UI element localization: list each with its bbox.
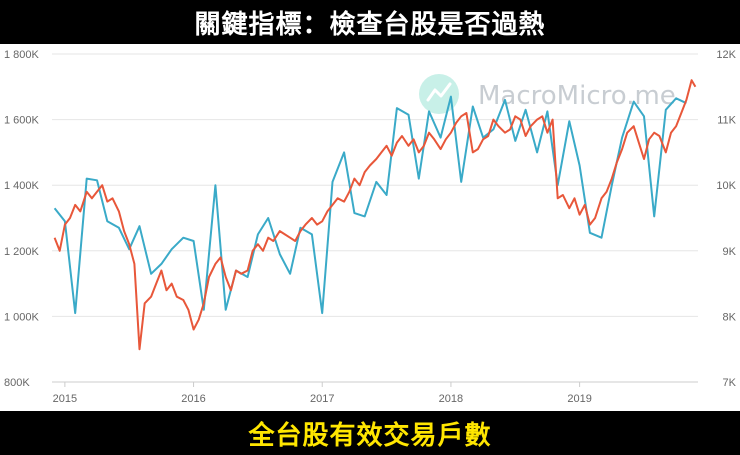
left-tick-label: 1 200K [4, 246, 40, 258]
chart-area: MacroMicro.me 800K 1 000K 1 200K 1 400K 1 60… [0, 44, 740, 411]
series-blue [53, 95, 687, 315]
x-tick-label: 2018 [439, 393, 463, 405]
x-axis-ticks: 2015 2016 2017 2018 2019 [53, 382, 592, 405]
title-bar: 關鍵指標：檢查台股是否過熱 [0, 0, 740, 44]
watermark-text: MacroMicro.me [478, 81, 676, 111]
series-line [53, 79, 697, 351]
left-axis-ticks: 800K 1 000K 1 200K 1 400K 1 600K 1 800K [4, 49, 40, 389]
dual-axis-line-chart: MacroMicro.me 800K 1 000K 1 200K 1 400K 1 60… [4, 49, 737, 405]
chart-caption: 全台股有效交易戶數 [248, 420, 492, 451]
left-tick-label: 1 600K [4, 115, 40, 127]
left-tick-label: 1 400K [4, 180, 40, 192]
right-tick-label: 8K [723, 311, 737, 323]
x-tick-label: 2016 [181, 393, 205, 405]
macromicro-watermark: MacroMicro.me [419, 74, 676, 114]
right-tick-label: 7K [723, 377, 737, 389]
right-axis-ticks: 7K 8K 9K 10K 11K 12K [716, 49, 736, 389]
left-tick-label: 1 800K [4, 49, 40, 61]
x-tick-label: 2019 [567, 393, 591, 405]
gridlines [52, 53, 698, 383]
right-tick-label: 10K [716, 180, 736, 192]
watermark-chart-glyph [426, 82, 452, 102]
series-line [53, 95, 687, 315]
series-orange [53, 79, 697, 351]
x-tick-label: 2017 [310, 393, 334, 405]
right-tick-label: 9K [723, 246, 737, 258]
x-tick-label: 2015 [53, 393, 77, 405]
left-tick-label: 1 000K [4, 311, 40, 323]
left-tick-label: 800K [4, 377, 30, 389]
right-tick-label: 11K [717, 115, 736, 127]
right-tick-label: 12K [716, 49, 736, 61]
chart-title: 關鍵指標：檢查台股是否過熱 [194, 9, 546, 40]
caption-bar: 全台股有效交易戶數 [0, 411, 740, 455]
